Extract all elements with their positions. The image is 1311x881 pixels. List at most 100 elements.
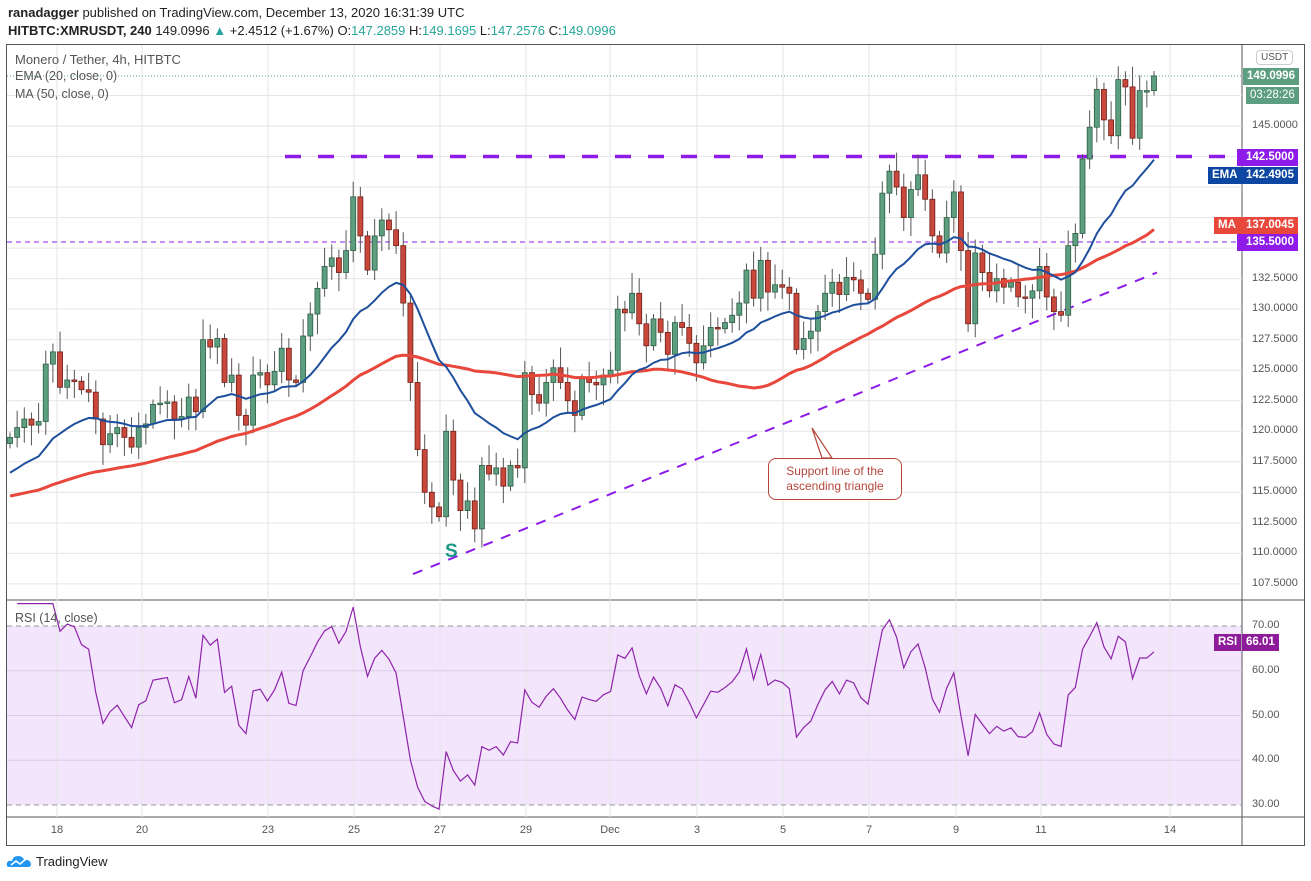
candle-down [1122,79,1129,88]
candle-down [457,479,464,512]
x-tick-label: 25 [347,824,361,836]
candle-up [543,382,550,404]
candle-down [1015,281,1022,298]
candle-up [1079,158,1086,234]
candle-up [629,292,635,314]
legend-ema[interactable]: EMA (20, close, 0) [15,69,118,83]
candle-down [335,257,342,273]
candle-up [800,338,807,350]
currency-button[interactable]: USDT [1256,50,1294,65]
legend-ma[interactable]: MA (50, close, 0) [15,87,109,101]
candle-up [650,318,657,347]
candle-up [807,330,814,339]
ema-label-tag: EMA [1208,167,1242,184]
candle-down [264,372,271,386]
candle-up [271,371,278,386]
candle-down [836,281,843,295]
candle-up [21,418,28,428]
publisher[interactable]: ranadagger [8,5,79,20]
candle-down [714,327,721,330]
candle-down [78,380,85,391]
high-label: H: [409,23,423,38]
candle-down [1043,266,1050,298]
ema-value-tag: 142.4905 [1237,167,1298,184]
x-tick-label: 3 [693,824,701,836]
x-tick-label: 9 [952,824,960,836]
open-label: O: [337,23,352,38]
candle-up [135,427,142,448]
candle-down [893,170,900,188]
x-tick-label: 23 [261,824,275,836]
candle-down [1051,296,1057,312]
candle-up [843,277,850,295]
candle-down [285,347,292,381]
legend-rsi[interactable]: RSI (14, close) [15,611,98,625]
candle-down [857,279,864,294]
rsi-tick-label: 30.00 [1252,798,1280,810]
candle-down [293,379,299,383]
bar-countdown: 03:28:26 [1246,87,1299,104]
candle-up [772,284,778,293]
candle-down [436,506,442,518]
candle-up [493,467,500,475]
candle-up [157,402,164,406]
candle-up [1008,281,1014,288]
x-tick-label: 14 [1163,824,1177,836]
candle-down [471,500,478,530]
candle-up [278,347,285,372]
candle-down [564,382,571,402]
candle-down [900,186,907,218]
candle-down [850,277,857,281]
price-tick-label: 107.5000 [1252,576,1298,589]
candle-down [865,292,871,300]
candle-up [478,465,485,530]
open-value: 147.2859 [351,23,406,38]
candle-up [886,170,893,194]
candle-down [593,382,600,386]
candle-down [100,418,106,446]
chart-frame[interactable] [6,44,1305,846]
annotation-callout[interactable]: Support line of the ascending triangle [768,458,902,500]
price-tick-label: 132.5000 [1252,271,1298,284]
candle-down [679,322,685,328]
candle-down [192,396,199,413]
candle-down [657,318,664,333]
candle-down [243,414,249,426]
price-tick-label: 127.5000 [1252,332,1298,345]
candle-down [400,245,407,304]
price-change: +2.4512 (+1.67%) [229,23,334,38]
rsi-tick-label: 50.00 [1252,708,1280,721]
candle-down [207,339,214,348]
candle-up [1115,79,1122,137]
candle-down [1129,86,1136,139]
candle-down [979,252,986,273]
candle-down [421,449,428,493]
candle-down [1101,88,1107,121]
candle-up [35,421,42,426]
ohlc-bar: HITBTC:XMRUSDT, 240 149.0996 ▲ +2.4512 (… [8,23,616,38]
up-triangle-icon: ▲ [213,23,227,38]
price-tick-label: 125.0000 [1252,363,1298,376]
tradingview-logo[interactable]: TradingView [6,853,108,869]
candle-down [750,269,757,299]
candle-down [450,430,457,481]
rsi-tick-label: 60.00 [1252,663,1280,676]
cloud-logo-icon [6,856,31,867]
candle-down [779,284,786,288]
candle-up [350,196,357,251]
candle-down [686,327,693,344]
candle-up [736,302,743,316]
price-tick-label: 122.5000 [1252,393,1298,406]
price-tick-label: 120.0000 [1252,424,1298,437]
candle-down [571,400,578,416]
last-price-tag: 149.0996 [1243,68,1299,85]
low-label: L: [479,23,491,38]
candle-up [1151,75,1157,91]
logo-text: TradingView [36,853,108,869]
symbol: HITBTC:XMRUSDT, 240 [8,23,152,38]
low-value: 147.2576 [490,23,545,38]
candle-down [357,196,364,237]
price-tick-label: 115.0000 [1252,485,1298,498]
candle-up [993,278,1000,292]
